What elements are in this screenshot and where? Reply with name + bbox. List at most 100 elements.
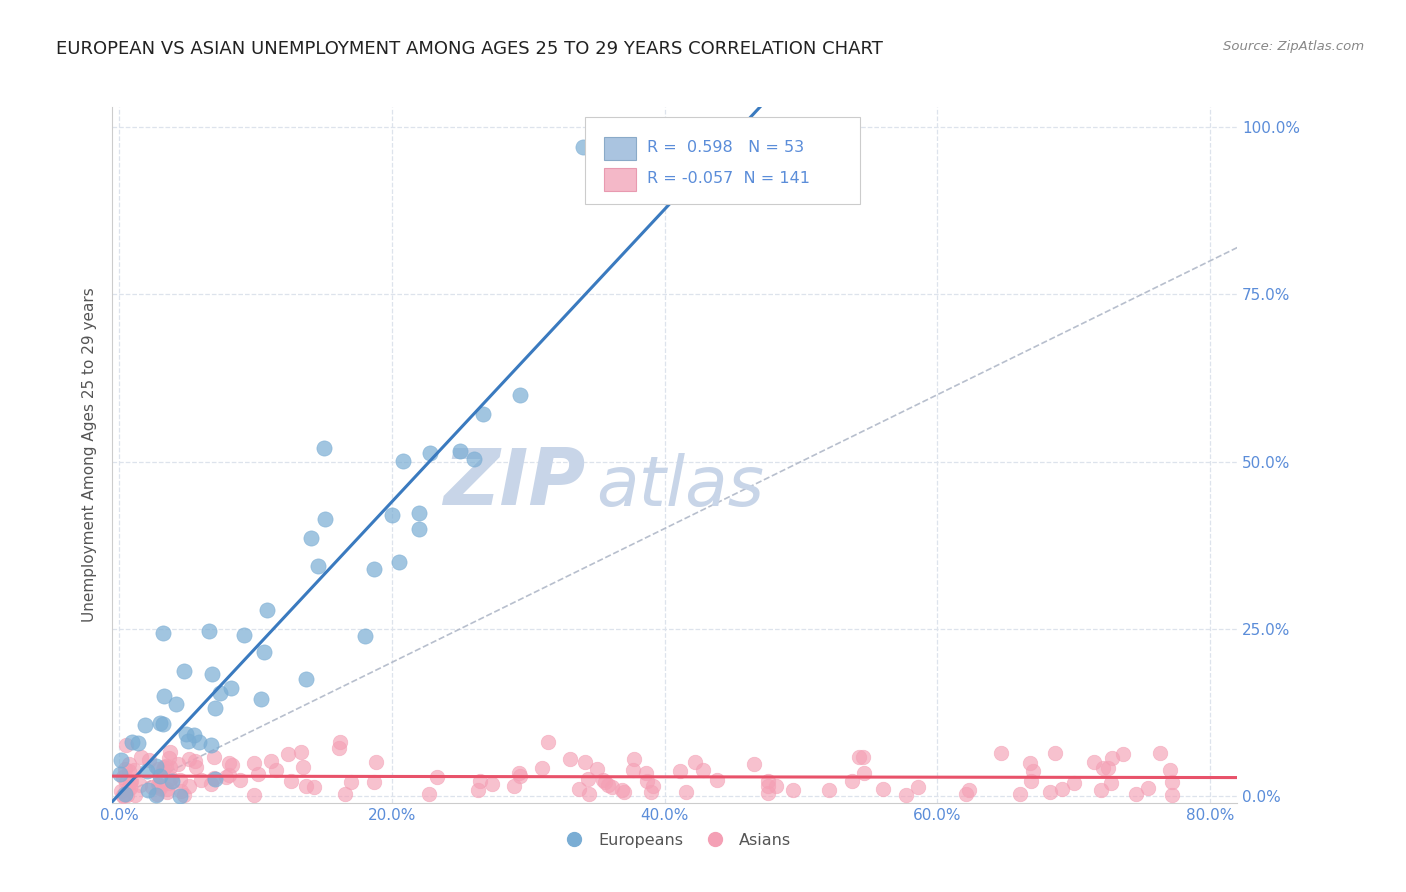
Point [610, 783, 633, 797]
Point [1097, 761, 1119, 775]
Point [219, 681, 242, 695]
Point [201, 666, 224, 681]
Point [174, 727, 197, 741]
Point [160, 773, 183, 788]
Point [141, 780, 163, 795]
Point [1125, 787, 1147, 801]
Point [613, 785, 636, 799]
Point [1112, 747, 1135, 762]
Point [1063, 775, 1085, 789]
Point [115, 775, 138, 789]
Point [159, 760, 181, 774]
Point [188, 735, 211, 749]
Point [641, 779, 664, 793]
Point [509, 769, 531, 783]
Point [218, 768, 240, 782]
Point [419, 446, 441, 460]
Point [111, 771, 134, 785]
Point [145, 788, 167, 802]
Point [149, 780, 172, 795]
Point [118, 764, 141, 778]
Point [152, 626, 174, 640]
Point [280, 774, 302, 789]
Point [852, 765, 875, 780]
Point [165, 697, 187, 711]
Point [340, 774, 363, 789]
FancyBboxPatch shape [585, 118, 860, 204]
Point [328, 740, 350, 755]
Point [204, 772, 226, 787]
Point [765, 780, 787, 794]
Point [574, 755, 596, 769]
Point [756, 774, 779, 789]
Point [146, 787, 169, 801]
Point [200, 777, 222, 791]
Point [675, 785, 697, 799]
Point [955, 787, 977, 801]
Point [363, 562, 385, 576]
Point [136, 782, 159, 797]
Point [266, 763, 288, 777]
Point [256, 603, 278, 617]
Point [124, 789, 146, 803]
Point [578, 787, 600, 801]
Point [152, 690, 174, 704]
Point [593, 774, 616, 789]
Point [202, 771, 225, 785]
Point [135, 764, 157, 779]
Point [120, 774, 142, 789]
Point [242, 756, 264, 770]
Point [155, 759, 177, 773]
Point [159, 772, 181, 786]
Point [127, 736, 149, 750]
Point [463, 451, 485, 466]
Point [329, 735, 352, 749]
Point [120, 774, 142, 789]
Point [299, 531, 322, 545]
Point [636, 774, 658, 789]
Point [449, 444, 471, 458]
Point [472, 408, 495, 422]
Point [1091, 761, 1114, 775]
Point [1050, 781, 1073, 796]
Point [114, 762, 136, 776]
Point [183, 728, 205, 742]
Point [243, 788, 266, 802]
Point [215, 770, 238, 784]
Point [148, 778, 170, 792]
Point [782, 783, 804, 797]
Point [115, 789, 138, 803]
Point [250, 692, 273, 706]
Point [149, 769, 172, 783]
Point [508, 766, 530, 780]
Point [166, 757, 188, 772]
Point [121, 734, 143, 748]
Point [111, 788, 134, 802]
Point [572, 140, 595, 154]
Point [363, 775, 385, 789]
Point [200, 739, 222, 753]
Legend: Europeans, Asians: Europeans, Asians [553, 826, 797, 854]
Point [1159, 763, 1181, 777]
Point [841, 773, 863, 788]
Point [1099, 776, 1122, 790]
Point [388, 555, 411, 569]
Point [260, 754, 283, 768]
Point [173, 789, 195, 803]
Point [381, 508, 404, 523]
Point [177, 734, 200, 748]
Point [468, 774, 491, 789]
Point [692, 763, 714, 777]
Point [204, 700, 226, 714]
Point [295, 779, 318, 793]
Point [408, 506, 430, 520]
Text: R =  0.598   N = 53: R = 0.598 N = 53 [647, 140, 804, 155]
Point [502, 779, 524, 793]
Point [1161, 775, 1184, 789]
Point [179, 779, 201, 793]
Point [152, 716, 174, 731]
Point [149, 779, 172, 793]
Point [335, 787, 357, 801]
Point [1161, 788, 1184, 802]
Point [114, 788, 136, 802]
